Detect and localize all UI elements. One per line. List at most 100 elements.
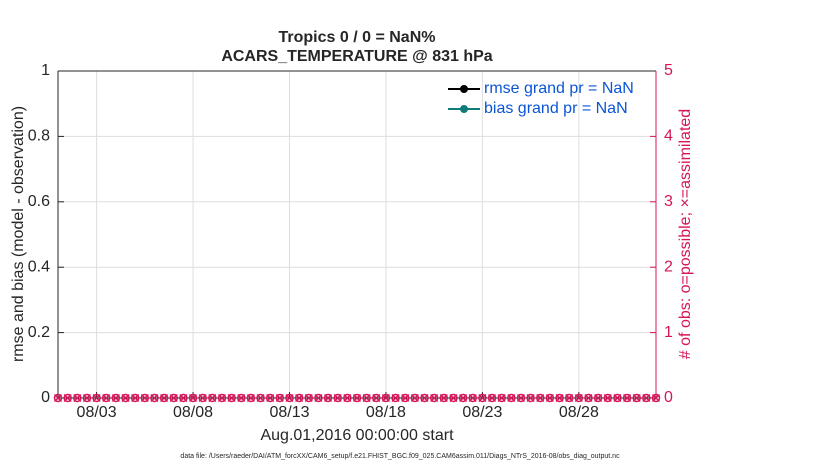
data-point [516, 393, 526, 403]
data-point [285, 393, 294, 403]
marker-stroke [584, 393, 593, 403]
data-point [150, 393, 159, 403]
y2-tick-label: 1 [664, 324, 673, 341]
data-point [545, 393, 554, 403]
data-point [507, 393, 516, 403]
data-point [400, 393, 410, 403]
data-point [497, 393, 506, 403]
data-point [564, 393, 574, 403]
marker-stroke [140, 393, 149, 403]
data-point [227, 393, 236, 403]
marker-stroke [526, 393, 535, 403]
data-point [169, 393, 178, 403]
marker-stroke [555, 393, 564, 403]
marker-stroke [189, 393, 198, 403]
legend-label: rmse grand pr = NaN [484, 80, 634, 97]
marker-stroke [217, 393, 226, 403]
marker-stroke [324, 393, 333, 403]
marker-stroke [343, 393, 352, 403]
data-point [468, 393, 477, 403]
marker-stroke [121, 393, 130, 403]
data-point [622, 393, 632, 403]
data-point [545, 393, 555, 403]
y-tick-label: 0 [41, 389, 50, 406]
data-point [439, 393, 448, 403]
data-point [381, 393, 390, 403]
data-point [555, 393, 564, 403]
data-point [53, 393, 63, 403]
data-point [324, 393, 333, 403]
data-point [565, 393, 574, 403]
data-point [632, 393, 641, 403]
data-point [642, 393, 651, 403]
data-point [439, 393, 449, 403]
data-point [159, 393, 169, 403]
data-point [603, 393, 612, 403]
data-point [208, 393, 217, 403]
marker-stroke [420, 393, 429, 403]
marker-stroke [246, 393, 255, 403]
y2-tick-label: 3 [664, 193, 673, 210]
data-point [574, 393, 584, 403]
data-point [304, 393, 313, 403]
marker-stroke [266, 393, 275, 403]
data-point [449, 393, 458, 403]
data-point [73, 393, 82, 403]
marker-stroke [150, 393, 159, 403]
data-point [429, 393, 439, 403]
marker-stroke [237, 393, 246, 403]
data-point [593, 393, 603, 403]
data-point [603, 393, 613, 403]
data-point [295, 393, 304, 403]
marker-stroke [478, 393, 487, 403]
data-point [304, 393, 314, 403]
data-point [111, 393, 121, 403]
data-point [333, 393, 342, 403]
data-point [92, 393, 101, 403]
marker-stroke [410, 393, 419, 403]
data-point [82, 393, 91, 403]
marker-stroke [459, 393, 468, 403]
data-point [246, 393, 256, 403]
data-point [352, 393, 362, 403]
y2-tick-label: 2 [664, 258, 673, 275]
data-point [381, 393, 391, 403]
data-point [488, 393, 497, 403]
data-point [410, 393, 420, 403]
data-point [584, 393, 593, 403]
marker-stroke [507, 393, 516, 403]
data-point [150, 393, 159, 403]
marker-stroke [391, 393, 400, 403]
x-axis-label: Aug.01,2016 00:00:00 start [260, 427, 454, 444]
y-tick-label: 0.6 [28, 193, 50, 210]
data-point [372, 393, 381, 403]
data-point [256, 393, 265, 403]
data-point [410, 393, 419, 403]
data-point [651, 393, 661, 403]
marker-stroke [352, 393, 362, 403]
marker-stroke [381, 393, 390, 403]
data-point [314, 393, 323, 403]
data-point [266, 393, 275, 403]
data-point [487, 393, 497, 403]
data-point [343, 393, 352, 403]
data-point [526, 393, 535, 403]
x-tick-label: 08/28 [559, 404, 599, 421]
data-point [160, 393, 169, 403]
marker-stroke [362, 393, 371, 403]
footnote: data file: /Users/raeder/DAI/ATM_forcXX/… [180, 453, 620, 460]
data-point [314, 393, 323, 403]
data-point [140, 393, 150, 403]
marker-stroke [613, 393, 622, 403]
data-point [584, 393, 593, 403]
data-point [613, 393, 622, 403]
data-point [623, 393, 632, 403]
data-point [237, 393, 246, 403]
data-point [63, 393, 72, 403]
y2-tick-label: 5 [664, 62, 673, 79]
data-point [352, 393, 362, 403]
marker-stroke [468, 393, 477, 403]
